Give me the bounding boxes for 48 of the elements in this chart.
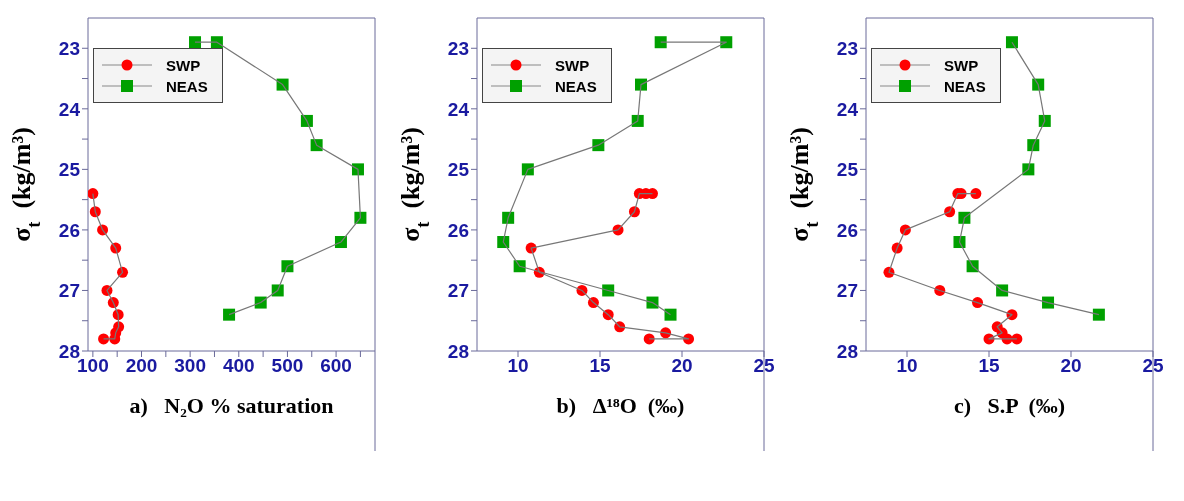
point [88, 188, 99, 200]
legend-label: SWP [555, 56, 590, 74]
y-tick-label: 26 [836, 219, 858, 241]
x-tick-label: 10 [896, 355, 918, 377]
legend-label: NEAS [166, 77, 208, 95]
y-tick-label: 23 [58, 38, 80, 60]
x-tick-label: 600 [320, 355, 352, 377]
y-tick-label: 27 [447, 280, 469, 302]
y-tick-label: 25 [836, 159, 859, 181]
y-tick-label: 23 [836, 38, 858, 60]
x-tick-label: 15 [978, 355, 1000, 377]
point [970, 188, 982, 200]
point [189, 36, 202, 49]
legend-label: NEAS [944, 77, 986, 95]
x-tick-label: 300 [174, 355, 206, 377]
x-axis-title: a) N₂O % saturation [129, 393, 334, 418]
y-tick-label: 28 [447, 340, 469, 362]
x-tick-label: 25 [753, 355, 775, 377]
x-axis-title: b) Δ¹⁸O (‰) [556, 393, 685, 418]
x-tick-label: 15 [589, 355, 611, 377]
x-tick-label: 200 [125, 355, 158, 377]
x-tick-label: 400 [222, 355, 255, 377]
y-tick-label: 25 [58, 159, 81, 181]
legend-label: NEAS [555, 77, 597, 95]
y-tick-label: 25 [447, 159, 470, 181]
x-tick-label: 10 [507, 355, 529, 377]
y-tick-label: 23 [447, 38, 469, 60]
point [1005, 36, 1018, 49]
y-tick-label: 26 [58, 219, 80, 241]
point [664, 308, 677, 321]
point [223, 308, 236, 321]
x-tick-label: 500 [271, 355, 304, 377]
point [720, 36, 733, 49]
y-tick-label: 27 [58, 280, 80, 302]
point [654, 36, 667, 49]
y-tick-label: 26 [447, 219, 469, 241]
x-tick-label: 20 [1060, 355, 1082, 377]
x-axis-title: c) S.P (‰) [953, 393, 1066, 418]
x-tick-label: 20 [671, 355, 693, 377]
y-tick-label: 27 [836, 280, 858, 302]
legend-label: SWP [944, 56, 979, 74]
point [1092, 308, 1105, 321]
x-tick-label: 25 [1142, 355, 1164, 377]
legend-label: SWP [166, 56, 201, 74]
y-tick-label: 24 [836, 98, 859, 120]
y-tick-label: 28 [836, 340, 858, 362]
y-tick-label: 24 [58, 98, 81, 120]
y-tick-label: 24 [447, 98, 470, 120]
